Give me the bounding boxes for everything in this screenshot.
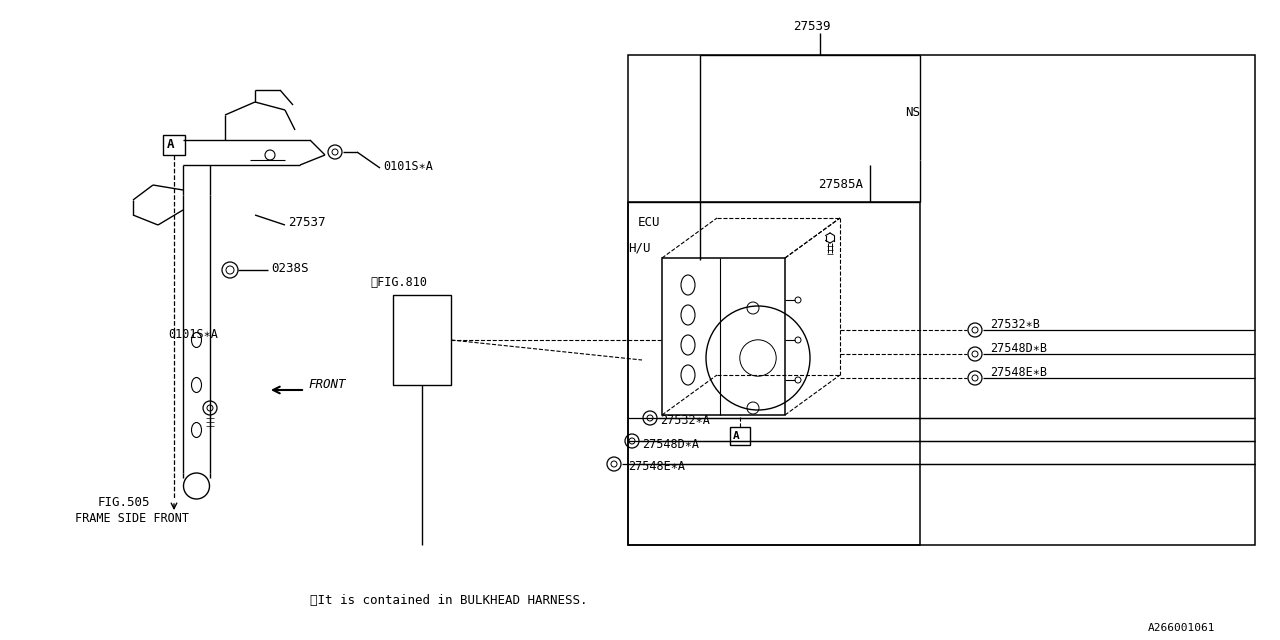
Text: A: A: [733, 431, 740, 441]
Text: 27532∗B: 27532∗B: [989, 319, 1039, 332]
Text: 27548D∗A: 27548D∗A: [643, 438, 699, 451]
Text: NS: NS: [905, 106, 920, 118]
Bar: [628, 55, 1254, 545]
Text: 27548E∗B: 27548E∗B: [989, 367, 1047, 380]
Bar: [662, 258, 785, 415]
Bar: [628, 202, 920, 545]
Text: 27548E∗A: 27548E∗A: [628, 461, 685, 474]
Text: ※It is contained in BULKHEAD HARNESS.: ※It is contained in BULKHEAD HARNESS.: [310, 593, 588, 607]
Text: ECU: ECU: [637, 216, 660, 228]
Text: H/U: H/U: [628, 241, 650, 255]
Text: 27585A: 27585A: [818, 179, 863, 191]
Text: A: A: [166, 138, 174, 152]
Text: 0238S: 0238S: [271, 262, 308, 275]
Text: A266001061: A266001061: [1148, 623, 1216, 633]
Bar: [393, 295, 451, 385]
Text: 27548D∗B: 27548D∗B: [989, 342, 1047, 355]
Bar: [730, 427, 750, 445]
Text: 27532∗A: 27532∗A: [660, 413, 710, 426]
Text: 0101S∗A: 0101S∗A: [383, 159, 433, 173]
Text: 27539: 27539: [794, 19, 831, 33]
Text: 27537: 27537: [288, 216, 325, 228]
Text: FIG.505: FIG.505: [99, 495, 151, 509]
Text: FRONT: FRONT: [308, 378, 346, 392]
Text: ※FIG.810: ※FIG.810: [370, 276, 428, 289]
Bar: [163, 135, 186, 155]
Text: FRAME SIDE FRONT: FRAME SIDE FRONT: [76, 511, 189, 525]
Text: 0101S∗A: 0101S∗A: [168, 328, 218, 342]
